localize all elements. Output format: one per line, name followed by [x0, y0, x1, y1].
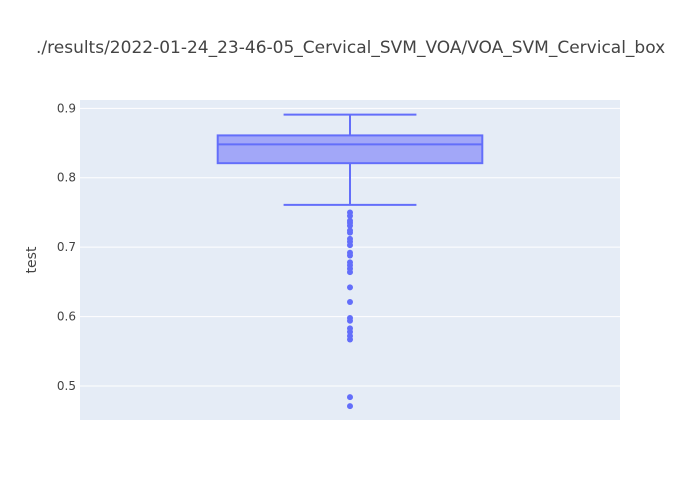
y-tick-label: 0.7 — [57, 240, 76, 254]
y-tick-label: 0.8 — [57, 171, 76, 185]
outlier-point — [347, 242, 353, 249]
outlier-point — [347, 229, 353, 236]
y-tick-label: 0.9 — [57, 101, 76, 115]
y-tick-label: 0.6 — [57, 310, 76, 324]
chart-title: ./results/2022-01-24_23-46-05_Cervical_S… — [36, 38, 665, 58]
y-axis-label: test — [24, 246, 40, 273]
outlier-point — [347, 222, 353, 229]
outlier-point — [347, 298, 353, 305]
outlier-point — [347, 269, 353, 276]
outlier-points — [347, 209, 353, 410]
box-series — [216, 113, 484, 206]
iqr-box — [216, 134, 484, 165]
outlier-point — [347, 252, 353, 259]
y-tick-labels: 0.5 0.6 0.7 0.8 0.9 — [57, 101, 76, 393]
outlier-point — [347, 284, 353, 291]
y-tick-label: 0.5 — [57, 379, 76, 393]
outlier-point — [347, 394, 353, 401]
outlier-point — [347, 403, 353, 410]
outlier-point — [347, 317, 353, 324]
outlier-point — [347, 212, 353, 219]
outlier-point — [347, 328, 353, 335]
outlier-point — [347, 336, 353, 343]
